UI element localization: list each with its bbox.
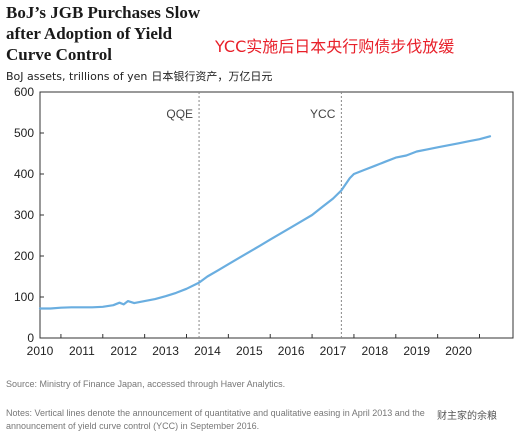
x-tick-label: 2020 <box>445 344 472 358</box>
chart-title: BoJ’s JGB Purchases Slow after Adoption … <box>6 3 201 64</box>
y-tick-label: 600 <box>14 85 34 99</box>
y-tick-label: 300 <box>14 208 34 222</box>
vertical-line-label-qqe: QQE <box>166 107 193 121</box>
notes: Notes: Vertical lines denote the announc… <box>6 408 425 431</box>
x-tick-label: 2016 <box>278 344 305 358</box>
y-axis-label-cn: 日本银行资产，万亿日元 <box>151 70 273 83</box>
plot-frame <box>39 91 514 339</box>
x-tick-label: 2019 <box>403 344 430 358</box>
y-tick-label: 100 <box>14 290 34 304</box>
y-tick-label: 0 <box>27 331 34 345</box>
y-tick-label: 500 <box>14 126 34 140</box>
chinese-annotation-title: YCC实施后日本央行购债步伐放缓 <box>215 37 455 56</box>
y-tick-label: 400 <box>14 167 34 181</box>
x-tick-label: 2018 <box>362 344 389 358</box>
watermark-text: 财主家的余粮 <box>437 411 497 422</box>
x-tick-label: 2012 <box>110 344 137 358</box>
y-axis-label-en: BoJ assets, trillions of yen <box>6 70 148 83</box>
x-tick-label: 2011 <box>69 344 95 358</box>
x-tick-label: 2010 <box>27 344 54 358</box>
x-tick-label: 2013 <box>152 344 179 358</box>
line-chart: 0 100 200 300 400 500 600 2010 2011 2012 2013 2014 2… <box>14 85 514 358</box>
x-tick-label: 2017 <box>320 344 347 358</box>
y-tick-label: 200 <box>14 249 34 263</box>
y-axis-label: BoJ assets, trillions of yen 日本银行资产，万亿日元 <box>6 68 272 84</box>
x-tick-label: 2015 <box>236 344 263 358</box>
x-tick-label: 2014 <box>194 344 221 358</box>
vertical-line-label-ycc: YCC <box>310 107 336 121</box>
series-line-0 <box>38 135 492 310</box>
source-note: Source: Ministry of Finance Japan, acces… <box>6 379 286 389</box>
